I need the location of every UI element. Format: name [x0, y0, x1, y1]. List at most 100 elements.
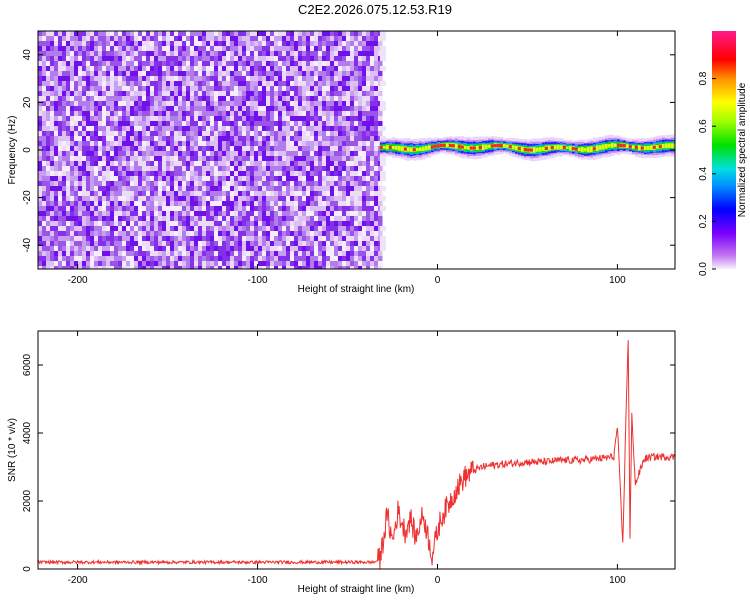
heatmap-cell [254, 201, 259, 207]
heatmap-cell [182, 66, 187, 72]
heatmap-cell [98, 221, 103, 227]
heatmap-cell [198, 141, 203, 147]
heatmap-cell [302, 126, 307, 132]
heatmap-cell [186, 156, 191, 162]
heatmap-cell [302, 211, 307, 217]
heatmap-cell [226, 216, 231, 222]
heatmap-cell [38, 81, 43, 87]
heatmap-cell [78, 136, 83, 142]
heatmap-cell [94, 91, 99, 97]
heatmap-cell [186, 51, 191, 57]
heatmap-cell [162, 166, 167, 172]
heatmap-cell [142, 171, 147, 177]
heatmap-cell [38, 206, 43, 212]
heatmap-cell [42, 41, 47, 47]
heatmap-cell [358, 251, 363, 257]
heatmap-cell [238, 111, 243, 117]
heatmap-cell [286, 91, 291, 97]
heatmap-cell [326, 181, 331, 187]
heatmap-cell [222, 31, 227, 37]
heatmap-cell [338, 91, 343, 97]
heatmap-cell [106, 141, 111, 147]
heatmap-cell [114, 116, 119, 122]
heatmap-cell [362, 196, 367, 202]
heatmap-cell [50, 226, 55, 232]
heatmap-cell [262, 81, 267, 87]
heatmap-cell [310, 176, 315, 182]
heatmap-cell [94, 141, 99, 147]
heatmap-cell [379, 236, 386, 241]
heatmap-cell [350, 121, 355, 127]
heatmap-cell [314, 136, 319, 142]
heatmap-cell [378, 76, 383, 82]
heatmap-cell [326, 136, 331, 142]
heatmap-cell [138, 86, 143, 92]
heatmap-cell [354, 61, 359, 67]
heatmap-cell [66, 106, 71, 112]
heatmap-cell [294, 241, 299, 247]
heatmap-cell [178, 196, 183, 202]
heatmap-cell [90, 211, 95, 217]
heatmap-cell [342, 41, 347, 47]
heatmap-cell [266, 56, 271, 62]
heatmap-cell [130, 251, 135, 257]
heatmap-cell [366, 121, 371, 127]
heatmap-cell [66, 196, 71, 202]
heatmap-cell [318, 186, 323, 192]
heatmap-cell [162, 216, 167, 222]
heatmap-cell [366, 186, 371, 192]
heatmap-cell [58, 221, 63, 227]
heatmap-cell [270, 261, 275, 267]
heatmap-cell [162, 116, 167, 122]
heatmap-cell [278, 206, 283, 212]
heatmap-cell [326, 91, 331, 97]
heatmap-cell [266, 176, 271, 182]
heatmap-cell [358, 196, 363, 202]
heatmap-cell [326, 231, 331, 237]
heatmap-cell [174, 56, 179, 62]
heatmap-cell [162, 51, 167, 57]
heatmap-cell [234, 196, 239, 202]
heatmap-cell [154, 236, 159, 242]
heatmap-cell [114, 206, 119, 212]
heatmap-cell [214, 86, 219, 92]
heatmap-cell [54, 261, 59, 267]
heatmap-cell [214, 206, 219, 212]
heatmap-cell [178, 236, 183, 242]
heatmap-cell [170, 126, 175, 132]
heatmap-cell [70, 86, 75, 92]
heatmap-cell [90, 216, 95, 222]
heatmap-cell [278, 261, 283, 267]
heatmap-cell [330, 41, 335, 47]
heatmap-cell [374, 121, 379, 127]
heatmap-cell [266, 191, 271, 197]
heatmap-cell [210, 241, 215, 247]
heatmap-cell [338, 121, 343, 127]
heatmap-cell [214, 36, 219, 42]
heatmap-cell [70, 151, 75, 157]
heatmap-cell [142, 101, 147, 107]
heatmap-cell [186, 226, 191, 232]
heatmap-cell [366, 166, 371, 172]
heatmap-cell [58, 241, 63, 247]
heatmap-cell [182, 246, 187, 252]
heatmap-cell [338, 126, 343, 132]
heatmap-cell [150, 116, 155, 122]
heatmap-cell [230, 76, 235, 82]
heatmap-cell [330, 266, 335, 269]
heatmap-cell [58, 256, 63, 262]
signal-peak [412, 148, 417, 152]
heatmap-cell [190, 126, 195, 132]
heatmap-cell [274, 211, 279, 217]
heatmap-cell [294, 206, 299, 212]
heatmap-cell [286, 216, 291, 222]
heatmap-cell [46, 101, 51, 107]
heatmap-cell [358, 51, 363, 57]
heatmap-cell [166, 216, 171, 222]
heatmap-cell [90, 56, 95, 62]
heatmap-cell [170, 36, 175, 42]
heatmap-cell [90, 146, 95, 152]
heatmap-cell [242, 226, 247, 232]
heatmap-cell [346, 216, 351, 222]
heatmap-cell [182, 231, 187, 237]
